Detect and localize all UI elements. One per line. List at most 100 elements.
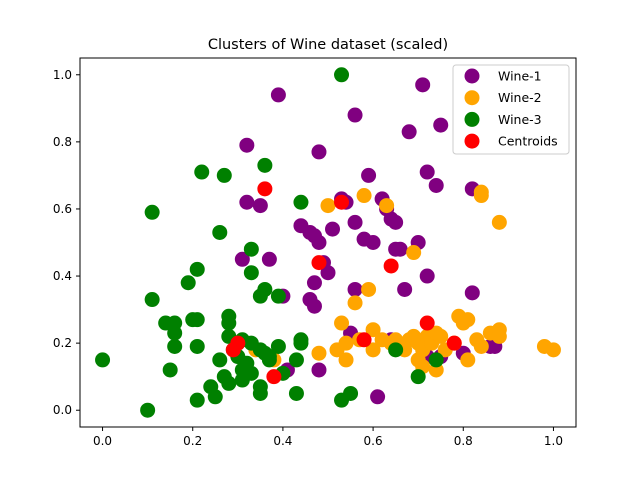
legend-label-wine-1: Wine-1 <box>498 69 542 84</box>
point-wine-2-12 <box>338 335 354 351</box>
point-wine-1-4 <box>401 124 417 140</box>
point-wine-1-30 <box>234 251 250 267</box>
point-wine-1-0 <box>270 87 286 103</box>
axes-frame <box>79 57 577 428</box>
point-wine-1-36 <box>347 281 363 297</box>
point-wine-1-7 <box>361 167 377 183</box>
point-wine-2-37 <box>460 312 476 328</box>
point-wine-3-41 <box>162 362 178 378</box>
y-tick-label-1: 0.2 <box>53 336 72 350</box>
point-wine-3-8 <box>189 261 205 277</box>
point-wine-3-30 <box>293 335 309 351</box>
point-wine-1-2 <box>347 107 363 123</box>
point-wine-2-5 <box>491 214 507 230</box>
x-tick-label-4: 0.8 <box>454 434 473 448</box>
x-axis-ticks: 0.0 0.2 0.4 0.6 0.8 1.0 <box>93 427 563 448</box>
y-tick-label-3: 0.6 <box>53 202 72 216</box>
point-wine-1-18 <box>388 214 404 230</box>
point-wine-1-26 <box>365 235 381 250</box>
point-wine-1-50 <box>370 389 386 405</box>
point-wine-1-41 <box>464 285 480 301</box>
point-wine-2-14 <box>338 352 354 368</box>
point-wine-2-8 <box>347 295 363 311</box>
point-wine-1-23 <box>325 221 341 237</box>
point-wine-1-49 <box>311 362 327 378</box>
y-tick-label-2: 0.4 <box>53 269 72 283</box>
x-tick-label-3: 0.6 <box>364 434 383 448</box>
point-wine-3-3 <box>216 167 232 183</box>
point-centroids-6 <box>446 335 462 351</box>
point-wine-1-3 <box>433 117 449 133</box>
point-wine-3-0 <box>334 67 350 83</box>
y-tick-label-4: 0.8 <box>53 135 72 149</box>
point-wine-3-58 <box>388 342 404 358</box>
point-centroids-4 <box>356 332 372 348</box>
legend-label-wine-2: Wine-2 <box>498 90 542 105</box>
point-wine-2-2 <box>473 188 489 204</box>
point-wine-2-40 <box>473 338 489 354</box>
point-wine-2-4 <box>320 198 336 214</box>
point-wine-3-7 <box>243 241 259 257</box>
point-wine-1-35 <box>306 275 322 291</box>
point-wine-1-40 <box>306 298 322 314</box>
point-centroids-5 <box>419 315 435 331</box>
point-wine-3-14 <box>144 292 160 308</box>
point-wine-3-37 <box>261 352 277 368</box>
point-wine-2-9 <box>334 315 350 331</box>
point-wine-3-59 <box>428 352 444 368</box>
point-wine-3-6 <box>212 224 228 240</box>
point-centroids-9 <box>266 369 282 385</box>
x-tick-label-1: 0.2 <box>183 434 202 448</box>
point-wine-3-55 <box>334 392 350 408</box>
point-wine-3-40 <box>212 352 228 368</box>
point-wine-3-49 <box>221 375 237 391</box>
x-tick-label-0: 0.0 <box>93 434 112 448</box>
point-wine-1-5 <box>239 137 255 153</box>
point-wine-3-31 <box>167 338 183 354</box>
point-wine-1-37 <box>397 281 413 297</box>
point-wine-3-1 <box>257 157 273 173</box>
points-layer <box>95 67 561 418</box>
point-wine-3-53 <box>288 385 304 401</box>
point-wine-3-5 <box>144 204 160 220</box>
x-tick-label-5: 1.0 <box>544 434 563 448</box>
point-centroids-1 <box>334 194 350 210</box>
point-wine-2-10 <box>365 322 381 338</box>
point-wine-1-33 <box>419 268 435 284</box>
point-wine-3-20 <box>221 315 237 331</box>
point-wine-2-0 <box>356 188 372 204</box>
point-wine-2-7 <box>361 281 377 297</box>
point-wine-1-24 <box>347 214 363 230</box>
point-wine-3-52 <box>189 392 205 408</box>
point-wine-1-34 <box>320 265 336 281</box>
point-wine-2-3 <box>379 198 395 214</box>
point-wine-3-9 <box>243 265 259 281</box>
point-wine-3-57 <box>410 369 426 385</box>
legend-label-wine-3: Wine-3 <box>498 112 542 127</box>
point-wine-1-12 <box>239 194 255 210</box>
y-axis-ticks: 0.0 0.2 0.4 0.6 0.8 1.0 <box>53 68 80 417</box>
point-wine-3-50 <box>252 385 268 401</box>
point-wine-3-10 <box>180 275 196 291</box>
legend: Wine-1 Wine-2 Wine-3 Centroids <box>452 64 570 155</box>
point-wine-1-6 <box>311 144 327 160</box>
legend-box <box>452 64 570 155</box>
y-tick-label-5: 1.0 <box>53 68 72 82</box>
point-wine-3-12 <box>252 288 268 304</box>
point-wine-2-45 <box>545 342 561 358</box>
point-wine-2-13 <box>311 345 327 361</box>
point-wine-1-22 <box>311 235 327 250</box>
point-wine-3-2 <box>194 164 210 180</box>
point-wine-1-8 <box>419 164 435 180</box>
point-centroids-3 <box>383 258 399 274</box>
point-wine-1-28 <box>392 241 408 257</box>
point-wine-3-38 <box>288 352 304 368</box>
point-wine-2-38 <box>460 352 476 368</box>
point-wine-3-51 <box>207 389 223 405</box>
point-wine-2-43 <box>491 328 507 344</box>
point-wine-3-4 <box>293 194 309 210</box>
x-tick-label-2: 0.4 <box>273 434 292 448</box>
y-tick-label-0: 0.0 <box>53 403 72 417</box>
point-wine-1-13 <box>252 198 268 214</box>
